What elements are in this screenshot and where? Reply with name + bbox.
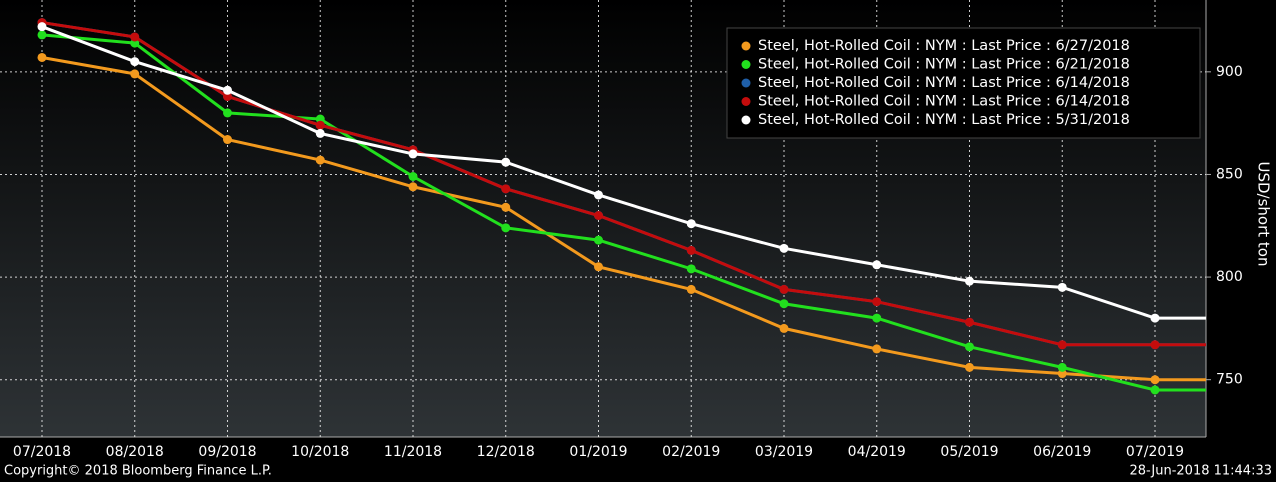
point xyxy=(501,184,511,194)
point xyxy=(965,276,974,286)
point xyxy=(594,235,603,245)
point xyxy=(315,120,325,130)
point xyxy=(1057,369,1067,379)
point xyxy=(594,211,603,220)
point xyxy=(501,223,511,233)
point xyxy=(501,202,511,212)
point xyxy=(779,243,789,253)
point xyxy=(315,155,325,165)
point xyxy=(965,317,974,327)
point xyxy=(965,342,974,352)
point xyxy=(872,297,882,307)
x-tick-label: 07/2018 xyxy=(13,444,71,460)
point xyxy=(501,157,511,167)
x-tick-label: 02/2019 xyxy=(662,444,720,460)
y-tick-label: 750 xyxy=(1216,372,1243,388)
legend-marker xyxy=(741,97,751,106)
point xyxy=(408,149,418,159)
point xyxy=(408,172,418,182)
point xyxy=(1150,313,1160,323)
point xyxy=(872,313,882,323)
point xyxy=(408,182,418,192)
legend-box xyxy=(726,27,1201,139)
point xyxy=(223,91,232,101)
point xyxy=(315,128,325,138)
x-tick-label: 09/2018 xyxy=(198,444,256,460)
point xyxy=(1150,375,1160,385)
legend-label: Steel, Hot-Rolled Coil : NYM : Last Pric… xyxy=(758,112,1130,128)
point xyxy=(872,260,882,270)
point xyxy=(130,57,140,67)
point xyxy=(37,52,47,62)
legend-marker xyxy=(741,41,751,51)
x-tick-label: 05/2019 xyxy=(940,444,998,460)
legend-label: Steel, Hot-Rolled Coil : NYM : Last Pric… xyxy=(758,94,1130,110)
point xyxy=(779,323,789,333)
x-tick-label: 11/2018 xyxy=(384,444,442,460)
y-axis-label: USD/short ton xyxy=(1255,162,1273,267)
legend-label: Steel, Hot-Rolled Coil : NYM : Last Pric… xyxy=(758,75,1130,91)
point xyxy=(872,344,882,354)
point xyxy=(1150,385,1160,395)
point xyxy=(686,219,696,229)
legend-label: Steel, Hot-Rolled Coil : NYM : Last Pric… xyxy=(758,38,1130,54)
point xyxy=(686,284,696,294)
point xyxy=(223,108,232,118)
point xyxy=(223,85,232,95)
x-tick-label: 10/2018 xyxy=(291,444,349,460)
point xyxy=(686,264,696,274)
x-tick-label: 01/2019 xyxy=(569,444,627,460)
point xyxy=(779,284,789,294)
x-tick-label: 07/2019 xyxy=(1126,444,1184,460)
point xyxy=(779,299,789,309)
point xyxy=(130,32,140,42)
point xyxy=(315,114,325,124)
point xyxy=(1057,282,1067,292)
y-tick-label: 900 xyxy=(1216,64,1243,80)
point xyxy=(37,30,47,40)
point xyxy=(130,69,140,79)
point xyxy=(223,135,232,145)
y-tick-label: 800 xyxy=(1216,269,1243,285)
legend-label: Steel, Hot-Rolled Coil : NYM : Last Pric… xyxy=(758,57,1130,73)
point xyxy=(1150,340,1160,350)
x-tick-label: 03/2019 xyxy=(755,444,813,460)
legend-marker xyxy=(741,115,751,125)
footer-right: 28-Jun-2018 11:44:33 xyxy=(1129,464,1272,479)
point xyxy=(130,38,140,48)
legend-marker xyxy=(741,60,751,69)
point xyxy=(1057,340,1067,350)
x-tick-label: 08/2018 xyxy=(106,444,164,460)
footer-left: Copyright© 2018 Bloomberg Finance L.P. xyxy=(4,464,272,479)
x-tick-label: 04/2019 xyxy=(848,444,906,460)
legend-marker xyxy=(741,78,751,88)
point xyxy=(594,190,603,200)
point xyxy=(686,245,696,255)
point xyxy=(37,22,47,32)
x-tick-label: 06/2019 xyxy=(1033,444,1091,460)
point xyxy=(965,362,974,372)
point xyxy=(594,262,603,272)
point xyxy=(1057,362,1067,372)
x-tick-label: 12/2018 xyxy=(477,444,535,460)
y-tick-label: 850 xyxy=(1216,166,1243,182)
